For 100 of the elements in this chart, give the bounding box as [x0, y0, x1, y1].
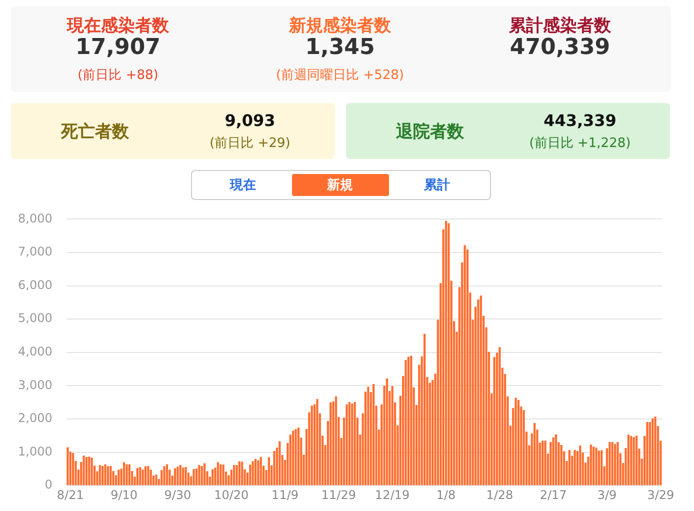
bar: [182, 468, 184, 486]
bar: [330, 402, 332, 486]
bar: [104, 464, 106, 486]
bar: [554, 434, 558, 486]
bar: [102, 466, 104, 486]
text: 死亡者数: [60, 121, 130, 143]
bar: [590, 444, 592, 486]
bar: [72, 452, 74, 486]
y-tick-label: 4,000: [18, 344, 52, 359]
y-tick-label: 8,000: [18, 211, 52, 226]
text: 9,093: [224, 111, 276, 130]
bar: [616, 442, 619, 486]
x-tick-label: 9/10: [110, 488, 138, 502]
y-tick-label: 5,000: [18, 311, 52, 326]
bar: [464, 245, 466, 486]
x-tick-label: 2/17: [540, 488, 567, 502]
bar: [90, 458, 93, 486]
y-tick-label: 2,000: [18, 411, 52, 426]
bar: [652, 418, 654, 486]
bar: [166, 464, 168, 486]
bar: [334, 396, 338, 486]
bar: [550, 442, 552, 486]
text: 新規感染者数: [288, 15, 392, 37]
bar: [542, 440, 544, 486]
bar: [354, 402, 356, 486]
bar: [480, 295, 482, 486]
bar: [126, 464, 128, 486]
text: 現在感染者数: [66, 15, 170, 37]
text: 470,339: [508, 35, 612, 60]
text: (前週同曜日比 +528): [275, 67, 405, 84]
bar: [220, 464, 222, 486]
bar: [424, 334, 426, 486]
text: (前日比 +1,228): [528, 135, 632, 152]
bar: [579, 446, 582, 486]
bar: [351, 404, 354, 486]
bar: [294, 428, 297, 486]
bar: [212, 469, 214, 486]
bar: [150, 470, 152, 486]
text: 443,339: [542, 111, 618, 130]
x-tick-label: 11/9: [272, 488, 298, 502]
bar: [289, 434, 292, 486]
bar: [568, 450, 570, 486]
bar: [155, 474, 158, 486]
x-tick-label: 12/19: [375, 488, 410, 502]
text: 新規: [327, 178, 353, 193]
bar: [203, 463, 206, 486]
bar: [66, 447, 69, 486]
bar: [598, 450, 600, 486]
bar: [118, 470, 120, 486]
bar: [184, 466, 187, 486]
x-tick-label: 1/28: [486, 488, 514, 502]
bar: [163, 466, 166, 486]
bar: [195, 468, 198, 486]
bar: [391, 386, 394, 486]
bar: [139, 467, 142, 486]
bar: [82, 456, 85, 486]
bar: [144, 466, 147, 486]
bar: [273, 450, 276, 486]
text: 累計: [424, 178, 450, 193]
bar: [198, 464, 200, 486]
y-tick-label: 3,000: [18, 378, 52, 392]
text: (前日比 +29): [208, 135, 292, 152]
text: 17,907: [74, 35, 162, 60]
bar: [630, 436, 632, 486]
bar: [646, 422, 648, 486]
x-tick-label: 9/30: [164, 488, 192, 502]
bar: [627, 434, 630, 486]
bar: [260, 456, 262, 486]
bar: [348, 402, 350, 486]
bar: [544, 440, 546, 486]
bar: [635, 436, 638, 486]
bar: [98, 464, 101, 486]
bar: [106, 466, 109, 486]
bar: [176, 466, 179, 486]
bar: [69, 452, 72, 486]
bar: [297, 428, 300, 486]
bar: [444, 220, 448, 486]
text: 1,345: [304, 35, 376, 60]
x-tick-label: 1/8: [436, 488, 456, 502]
bar: [136, 468, 138, 486]
bar: [216, 462, 219, 486]
x-tick-label: 11/29: [321, 488, 356, 502]
bar: [316, 399, 318, 486]
bar: [236, 464, 238, 486]
bar: [552, 437, 554, 486]
bar: [632, 436, 635, 486]
bar: [222, 464, 224, 486]
bar: [477, 299, 480, 486]
bar: [346, 404, 348, 486]
bar: [147, 466, 150, 486]
bar: [292, 430, 294, 486]
bar: [310, 406, 313, 486]
bar: [192, 468, 195, 486]
bar: [238, 461, 240, 486]
bar: [522, 410, 525, 486]
bar: [122, 462, 126, 486]
x-tick-label: 10/20: [214, 488, 249, 502]
x-tick-label: 3/9: [597, 488, 617, 502]
bar: [110, 466, 112, 486]
bar: [592, 446, 595, 486]
